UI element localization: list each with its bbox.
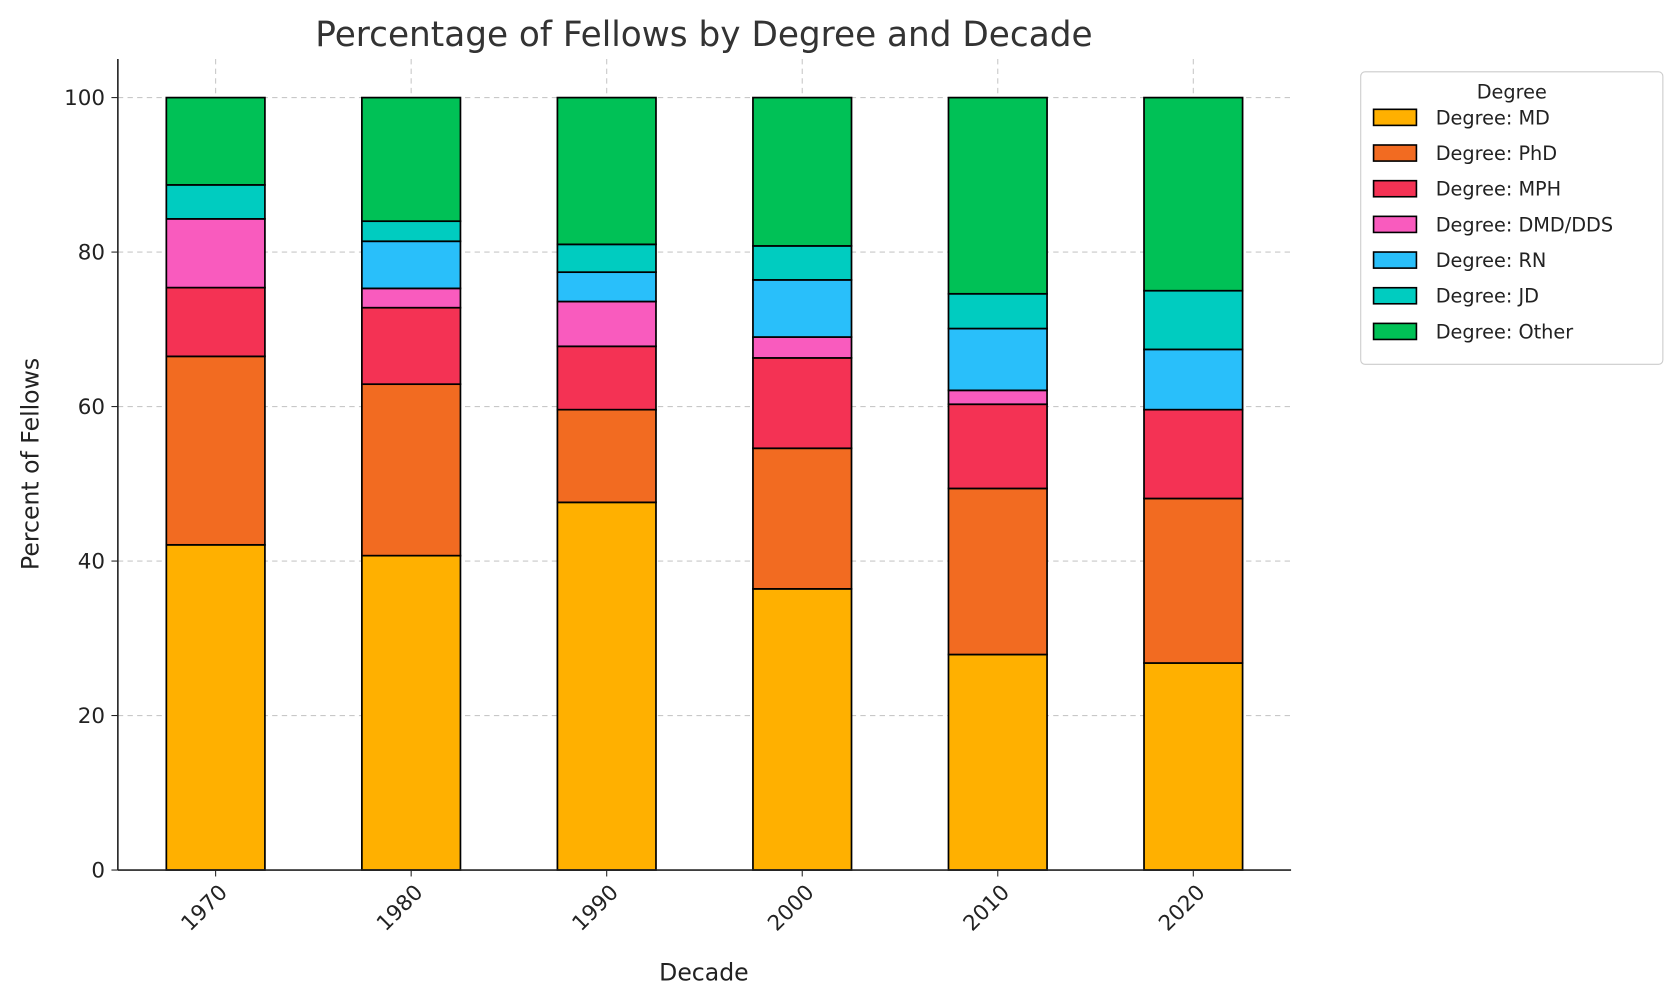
- bar-segment-degreemph: [947, 403, 1048, 490]
- bar-segment-degreejd: [1143, 289, 1244, 351]
- bar-segment-degreedmddds: [947, 389, 1048, 406]
- bar-segment-degreemd: [361, 554, 462, 871]
- gridlines: [117, 58, 1292, 871]
- bar-segment-degreemd: [752, 588, 853, 871]
- y-tick-label: 80: [78, 241, 105, 266]
- bar-segment-degreejd: [752, 245, 853, 281]
- bar-segment-degreeother: [947, 96, 1048, 295]
- bar-segment-degreejd: [165, 184, 266, 220]
- bar-segment-degreejd: [556, 243, 657, 274]
- legend-label: Degree: PhD: [1436, 142, 1557, 165]
- bar-segment-degreemph: [361, 306, 462, 386]
- bar-segment-degreeother: [165, 96, 266, 186]
- legend-label: Degree: JD: [1436, 285, 1539, 308]
- legend: Degree Degree: MD Degree: PhD Degree: MPH D…: [1360, 71, 1664, 365]
- bar-segment-degreemd: [165, 543, 266, 871]
- bar-segment-degreephd: [1143, 497, 1244, 664]
- bar-segment-degreern: [361, 240, 462, 290]
- y-tick-label: 20: [78, 704, 105, 729]
- bar-segment-degreedmddds: [556, 300, 657, 348]
- bar-segment-degreeother: [1143, 96, 1244, 292]
- legend-label: Degree: Other: [1436, 320, 1574, 343]
- bar-segment-degreeother: [752, 96, 853, 247]
- legend-label: Degree: MD: [1436, 106, 1550, 129]
- legend-swatch: [1372, 322, 1418, 341]
- legend-label: Degree: MPH: [1436, 178, 1561, 201]
- x-tick-label: 2000: [763, 880, 819, 936]
- bar-segment-degreephd: [556, 408, 657, 504]
- bar-segment-degreeother: [556, 96, 657, 246]
- legend-swatch: [1372, 179, 1418, 198]
- x-tick-label: 1980: [372, 880, 428, 936]
- bar-segment-degreemd: [947, 653, 1048, 871]
- bar-segment-degreemd: [1143, 662, 1244, 871]
- y-tick-label: 100: [64, 86, 105, 111]
- legend-swatch: [1372, 108, 1418, 127]
- bar-segment-degreedmddds: [752, 336, 853, 359]
- x-tick-label: 1990: [568, 880, 624, 936]
- bar-segment-degreern: [556, 271, 657, 303]
- x-tick-label: 2010: [959, 880, 1015, 936]
- bar-segment-degreedmddds: [361, 287, 462, 309]
- x-tick-label: 1970: [177, 880, 233, 936]
- y-tick-label: 60: [78, 395, 105, 420]
- bar-segment-degreejd: [947, 292, 1048, 330]
- legend-swatch: [1372, 215, 1418, 234]
- bar-segment-degreephd: [361, 383, 462, 557]
- bar-segment-degreern: [947, 327, 1048, 392]
- bars: [165, 96, 1244, 871]
- legend-label: Degree: RN: [1436, 249, 1547, 272]
- bar-segment-degreemph: [165, 286, 266, 358]
- legend-label: Degree: DMD/DDS: [1436, 213, 1613, 236]
- bar-segment-degreephd: [752, 447, 853, 590]
- bar-segment-degreeother: [361, 96, 462, 223]
- x-tick-label: 2020: [1154, 880, 1210, 936]
- bar-segment-degreejd: [361, 220, 462, 243]
- y-tick-label: 40: [78, 550, 105, 575]
- bar-segment-degreemd: [556, 501, 657, 871]
- bar-segment-degreedmddds: [165, 218, 266, 289]
- legend-swatch: [1372, 144, 1418, 162]
- bar-segment-degreern: [752, 279, 853, 338]
- bar-segment-degreephd: [165, 355, 266, 546]
- chart-title: Percentage of Fellows by Degree and Deca…: [315, 15, 1092, 55]
- bar-segment-degreephd: [947, 487, 1048, 656]
- bar-segment-degreemph: [556, 345, 657, 411]
- bar-segment-degreern: [1143, 348, 1244, 411]
- bar-segment-degreemph: [1143, 408, 1244, 500]
- legend-swatch: [1372, 251, 1418, 269]
- x-axis-label: Decade: [659, 958, 749, 986]
- y-axis-label: Percent of Fellows: [17, 358, 45, 570]
- legend-swatch: [1372, 286, 1418, 305]
- y-tick-label: 0: [91, 859, 105, 884]
- legend-frame: [1360, 71, 1664, 365]
- bar-segment-degreemph: [752, 357, 853, 450]
- legend-title: Degree: [1477, 81, 1547, 104]
